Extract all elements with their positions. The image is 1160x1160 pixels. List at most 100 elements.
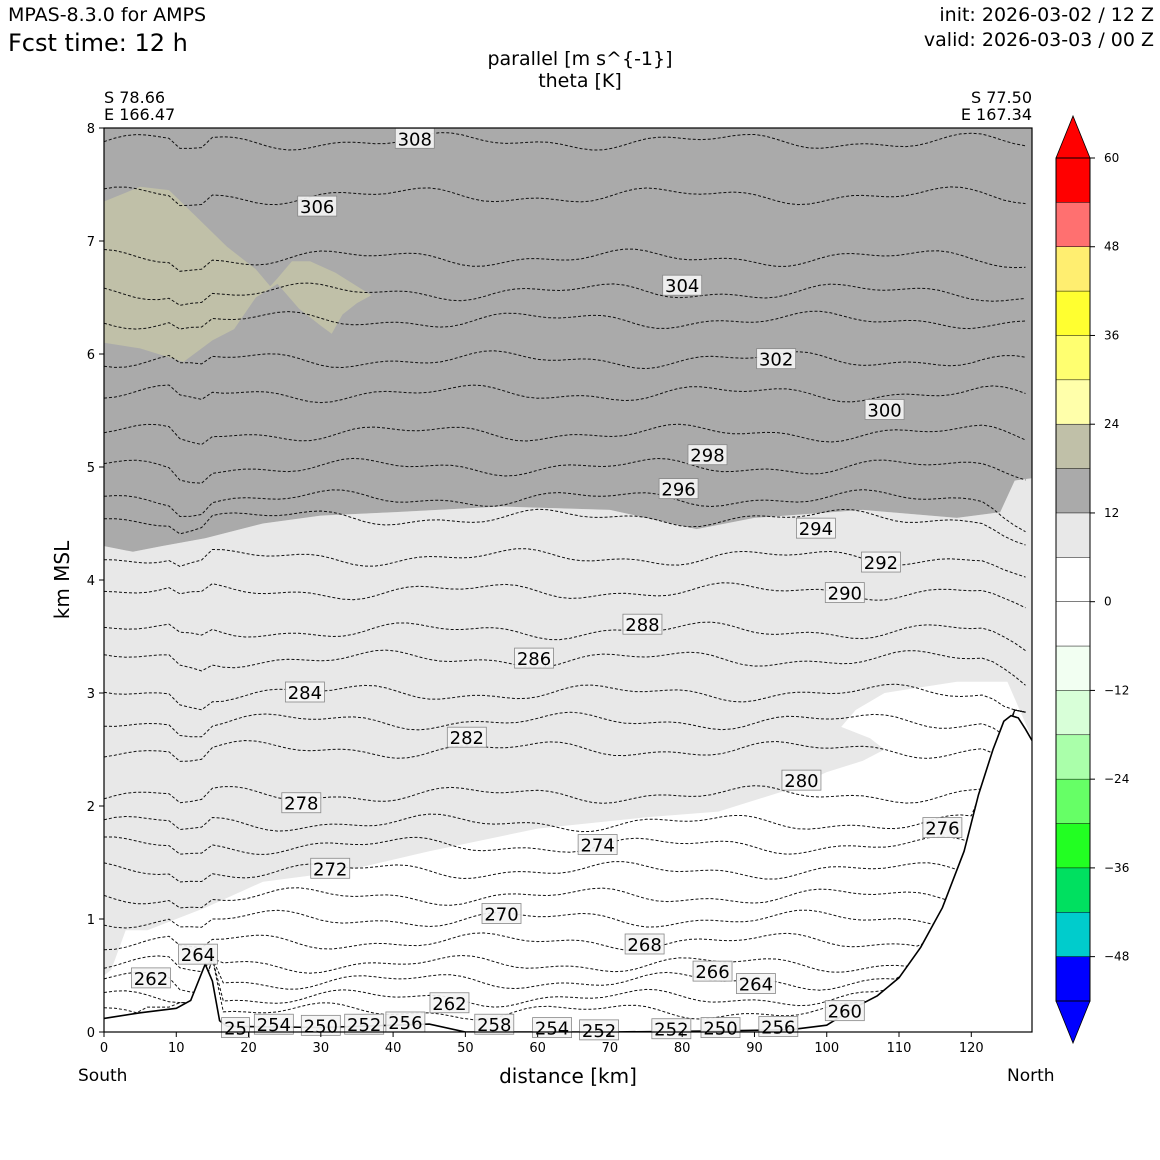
theta-label-text: 260: [828, 1002, 862, 1023]
theta-label: 264: [736, 973, 776, 996]
theta-contour-line: [104, 548, 1026, 578]
fill-band-6-12: [104, 478, 1032, 976]
colorbar-tick-label: −12: [1104, 683, 1129, 697]
theta-label-text: 296: [661, 480, 695, 501]
colorbar-tick-label: 48: [1104, 240, 1119, 254]
colorbar-cell: [1055, 512, 1091, 559]
y-tick-label: 0: [87, 1026, 95, 1041]
theta-label-box: [281, 792, 322, 814]
theta-label-box: [310, 857, 351, 879]
theta-label-text: 258: [477, 1015, 511, 1036]
theta-contour-line: [104, 709, 1026, 833]
theta-label-box: [624, 933, 665, 955]
theta-label-text: 252: [347, 1015, 381, 1036]
theta-label: 258: [474, 1013, 515, 1036]
y-tick-label: 2: [87, 800, 95, 815]
theta-label-box: [756, 348, 797, 370]
theta-label-text: 300: [867, 401, 901, 422]
colorbar-tick-label: 24: [1104, 417, 1119, 431]
right-endpoint-coords: S 77.50 E 167.34: [961, 89, 1032, 123]
colorbar-cell: [1055, 468, 1091, 514]
x-tick-label: 120: [959, 1041, 984, 1056]
y-tick-label: 5: [87, 461, 95, 476]
theta-label-box: [781, 769, 822, 791]
theta-label-text: 250: [703, 1019, 737, 1040]
theta-contour-line: [104, 709, 1026, 929]
theta-contour-line: [104, 248, 1026, 272]
theta-label: 292: [861, 551, 901, 574]
theta-label-box: [658, 478, 699, 500]
theta-label-text: 270: [484, 904, 518, 925]
theta-label-box: [622, 613, 663, 635]
colorbar-frame: [1055, 157, 1091, 1002]
theta-label-text: 298: [690, 446, 724, 467]
model-label: MPAS-8.3.0 for AMPS: [8, 4, 207, 26]
x-tick-label: 80: [674, 1041, 691, 1056]
theta-label-box: [474, 1013, 515, 1035]
colorbar-cell: [1055, 867, 1091, 914]
theta-label-box: [481, 903, 522, 924]
colorbar-cell: [1055, 202, 1091, 248]
colorbar-tick-label: 60: [1104, 151, 1119, 165]
theta-label: 308: [394, 127, 435, 150]
theta-contour-line: [104, 709, 1026, 762]
colorbar-cell: [1055, 956, 1091, 1002]
y-axis-label: km MSL: [50, 540, 74, 620]
theta-label: 270: [481, 903, 522, 925]
theta-label-text: 25: [224, 1019, 247, 1040]
x-tick-label: 0: [100, 1041, 108, 1056]
y-tick-label: 6: [87, 348, 95, 363]
y-tick-label: 8: [87, 122, 95, 137]
chart-title-line2: theta [K]: [538, 70, 622, 92]
theta-label-text: 252: [582, 1021, 616, 1042]
theta-label-box: [861, 551, 901, 573]
theta-label: 286: [514, 647, 554, 670]
forecast-time-label: Fcst time: 12 h: [8, 29, 188, 57]
theta-label: 296: [658, 478, 699, 501]
x-tick-label: 50: [457, 1041, 474, 1056]
theta-label-text: 292: [864, 553, 898, 574]
theta-label-text: 280: [784, 771, 818, 792]
theta-label-box: [253, 1013, 294, 1035]
theta-label-box: [579, 1019, 619, 1041]
theta-contour-line: [104, 384, 1026, 404]
theta-label-box: [651, 1018, 692, 1040]
colorbar-cell: [1055, 157, 1091, 204]
theta-contour-line: [104, 282, 1026, 306]
theta-label-box: [692, 960, 733, 982]
theta-label-text: 294: [799, 519, 833, 540]
colorbar-cell: [1055, 379, 1091, 425]
theta-label: 254: [253, 1013, 294, 1036]
theta-contour-line: [104, 709, 1026, 952]
theta-label: 306: [297, 195, 338, 218]
y-tick-label: 4: [87, 574, 95, 589]
colorbar-tick-label: 12: [1104, 506, 1119, 520]
theta-label: 300: [864, 399, 905, 422]
theta-label-text: 268: [627, 935, 661, 956]
fill-band-18-24: [104, 186, 372, 362]
theta-label-text: 276: [925, 819, 959, 840]
theta-label: 294: [796, 517, 836, 540]
theta-label-box: [736, 973, 776, 994]
theta-contour-line: [104, 709, 1026, 883]
theta-contour-line: [104, 621, 1026, 652]
theta-label-text: 290: [828, 584, 862, 605]
theta-contour-line: [104, 709, 1026, 804]
theta-label: 252: [579, 1019, 619, 1042]
colorbar-extend-top: [1055, 114, 1091, 159]
right-endpoint-lat: S 77.50: [970, 88, 1032, 107]
colorbar-cell: [1055, 290, 1091, 337]
colorbar-cell: [1055, 778, 1091, 825]
x-tick-label: 100: [814, 1041, 839, 1056]
theta-label: 266: [692, 960, 733, 983]
x-tick-label: 40: [385, 1041, 402, 1056]
theta-label-box: [178, 943, 218, 965]
left-endpoint-coords: S 78.66 E 166.47: [104, 89, 175, 123]
theta-label-text: 264: [739, 975, 773, 996]
terrain-line: [104, 714, 1032, 1032]
colorbar-cell: [1055, 601, 1091, 647]
theta-label-text: 302: [759, 350, 793, 371]
colorbar-tick-label: −24: [1104, 772, 1129, 786]
theta-label-text: 278: [284, 794, 318, 815]
right-endpoint-lon: E 167.34: [960, 105, 1032, 124]
